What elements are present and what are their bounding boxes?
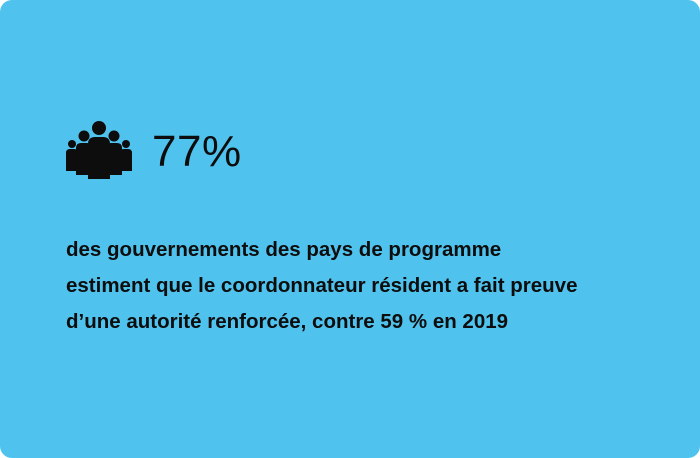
description-line: estiment que le coordonnateur résident a… bbox=[66, 274, 578, 297]
stat-value: 77% bbox=[152, 127, 242, 176]
stat-row: 77% bbox=[66, 120, 242, 180]
description-line: d’une autorité renforcée, contre 59 % en… bbox=[66, 310, 509, 333]
stat-description: des gouvernements des pays de programme … bbox=[66, 232, 666, 340]
description-line: des gouvernements des pays de programme bbox=[66, 238, 502, 261]
people-group-icon bbox=[66, 121, 132, 179]
